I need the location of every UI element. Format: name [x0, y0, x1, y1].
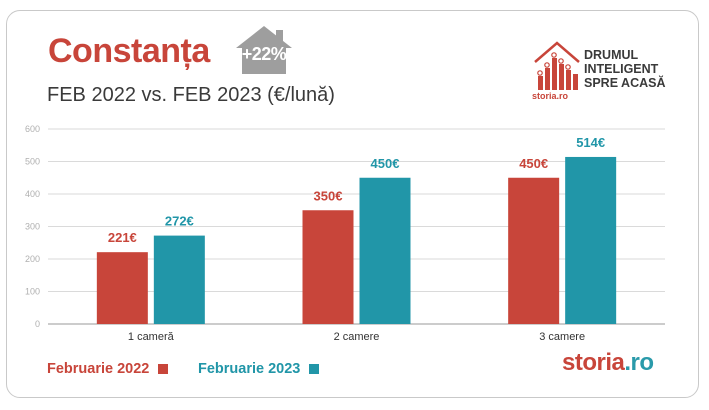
brand-part-2: .ro: [624, 349, 654, 376]
legend-item-2023: Februarie 2023: [198, 361, 320, 377]
tagline-line-1: DRUMUL: [584, 48, 639, 62]
logo-tagline: DRUMUL INTELIGENT SPRE ACASĂ: [584, 48, 666, 90]
data-label: 221€: [108, 230, 137, 245]
house-badge-icon: [236, 26, 292, 74]
x-tick-label: 2 camere: [334, 331, 380, 343]
storia-logo-icon: [534, 41, 580, 90]
growth-badge: +22%: [241, 44, 287, 64]
legend-swatch-2023: [309, 364, 320, 374]
data-label: 450€: [371, 156, 400, 171]
bar: [153, 235, 205, 324]
y-tick-label: 100: [25, 287, 40, 297]
x-tick-label: 3 camere: [539, 331, 585, 343]
legend-label-2023: Februarie 2023: [198, 361, 301, 377]
tagline-line-2: INTELIGENT: [584, 62, 659, 76]
y-tick-label: 400: [25, 189, 40, 199]
bar: [359, 177, 411, 324]
bar: [565, 156, 617, 324]
y-tick-label: 0: [35, 319, 40, 329]
legend-swatch-2022: [158, 364, 169, 374]
y-tick-label: 200: [25, 254, 40, 264]
bar: [96, 252, 148, 324]
y-tick-label: 300: [25, 222, 40, 232]
data-label: 514€: [576, 135, 605, 150]
data-label: 350€: [314, 188, 343, 203]
chart-subtitle: FEB 2022 vs. FEB 2023 (€/lună): [47, 84, 335, 106]
x-tick-label: 1 cameră: [128, 331, 175, 343]
bar: [302, 210, 354, 324]
data-label: 450€: [519, 156, 548, 171]
city-title: Constanța: [48, 32, 210, 70]
bar: [508, 177, 560, 324]
y-tick-label: 500: [25, 157, 40, 167]
tagline-line-3: SPRE ACASĂ: [584, 76, 666, 90]
y-tick-label: 600: [25, 124, 40, 134]
legend-item-2022: Februarie 2022: [47, 361, 169, 377]
storia-brand-logo: storia.ro: [562, 349, 654, 377]
data-label: 272€: [165, 214, 194, 229]
logo-wordmark-small: storia.ro: [532, 91, 569, 101]
brand-part-1: storia: [562, 349, 625, 376]
legend-label-2022: Februarie 2022: [47, 361, 150, 377]
